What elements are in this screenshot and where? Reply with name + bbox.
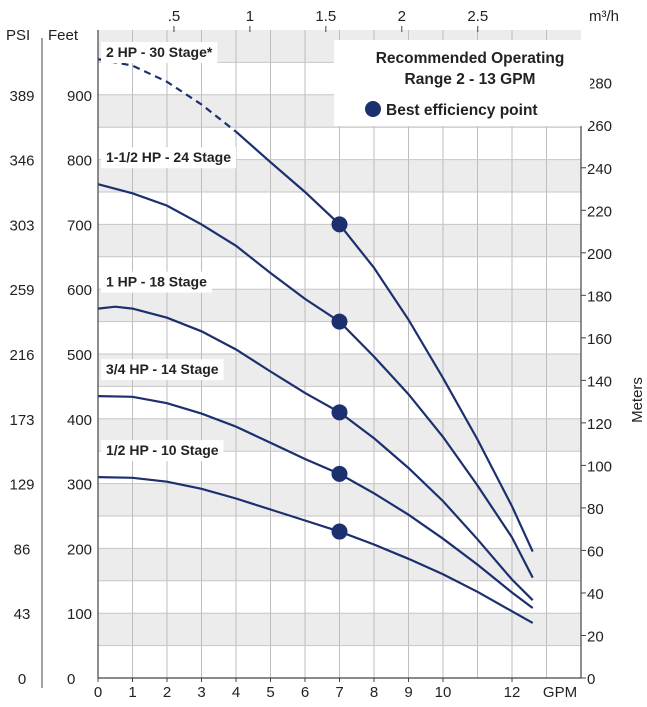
top-tick-label: 1 (246, 8, 254, 25)
series-label-text: 1/2 HP - 10 Stage (106, 442, 219, 458)
x-tick-label: 2 (163, 684, 171, 701)
series-labels: 2 HP - 30 Stage* 1-1/2 HP - 24 Stage 1 HP … (101, 42, 237, 462)
psi-axis-label: PSI (6, 27, 30, 44)
legend-title-line1: Recommended Operating (376, 50, 565, 67)
meters-tick-label: 220 (587, 203, 612, 220)
meters-tick-label: 40 (587, 586, 604, 603)
axis-tick-labels: 0 1 2 3 4 5 6 7 8 9 10 12 GPM.5 1 1.5 2 2.5 m³/h010020030… (6, 8, 646, 701)
x-tick-label: 5 (266, 684, 274, 701)
bep-marker (331, 313, 348, 330)
x-tick-label: 3 (197, 684, 205, 701)
feet-tick-label: 900 (67, 88, 92, 105)
psi-tick-label: 173 (9, 412, 34, 429)
feet-tick-label: 300 (67, 477, 92, 494)
series-label-background (101, 440, 224, 462)
curve (97, 476, 534, 624)
top-tick-label: 2 (398, 8, 406, 25)
legend: Recommended Operating Range 2 - 13 GPM B… (334, 40, 590, 126)
x-tick-label: 1 (128, 684, 136, 701)
psi-tick-label: 86 (14, 541, 31, 558)
x-tick-label: 7 (335, 684, 343, 701)
series-label: 1/2 HP - 10 Stage (101, 440, 224, 462)
series-label: 1-1/2 HP - 24 Stage (101, 147, 237, 169)
curve (97, 395, 534, 609)
feet-tick-label: 700 (67, 217, 92, 234)
psi-tick-label: 129 (9, 477, 34, 494)
curve-dashed (97, 58, 237, 133)
meters-tick-label: 200 (587, 246, 612, 263)
psi-tick-label: 389 (9, 88, 34, 105)
meters-tick-label: 240 (587, 161, 612, 178)
curve (235, 130, 534, 553)
meters-tick-label: 20 (587, 628, 604, 645)
feet-axis-label: Feet (48, 27, 79, 44)
bep-marker (331, 465, 348, 482)
top-axis-label: m³/h (589, 8, 619, 25)
meters-tick-label: 0 (587, 671, 595, 688)
feet-tick-label: 400 (67, 412, 92, 429)
feet-tick-label: 500 (67, 347, 92, 364)
series-label: 3/4 HP - 14 Stage (101, 359, 224, 381)
bep-marker (331, 523, 348, 540)
series-label-text: 2 HP - 30 Stage* (106, 44, 213, 60)
psi-tick-label: 216 (9, 347, 34, 364)
meters-tick-label: 260 (587, 118, 612, 135)
top-tick-label: .5 (168, 8, 181, 25)
series-label-background (101, 42, 218, 63)
meters-tick-label: 280 (587, 76, 612, 93)
x-tick-label: 12 (504, 684, 521, 701)
x-axis-label: GPM (543, 684, 577, 701)
meters-tick-label: 160 (587, 331, 612, 348)
grid-lines (98, 30, 581, 678)
curve (97, 305, 534, 601)
bep-marker (331, 404, 348, 421)
curve (97, 183, 534, 579)
legend-title-line2: Range 2 - 13 GPM (405, 71, 536, 88)
x-tick-label: 6 (301, 684, 309, 701)
series-label-background (101, 147, 237, 169)
top-tick-label: 1.5 (315, 8, 336, 25)
psi-tick-label: 43 (14, 606, 31, 623)
series-label: 1 HP - 18 Stage (101, 271, 212, 293)
meters-tick-label: 120 (587, 416, 612, 433)
x-tick-label: 0 (94, 684, 102, 701)
legend-bep-label: Best efficiency point (386, 102, 538, 119)
feet-tick-label: 100 (67, 606, 92, 623)
series-label-background (101, 271, 212, 293)
feet-tick-label: 800 (67, 153, 92, 170)
x-tick-label: 8 (370, 684, 378, 701)
meters-tick-label: 100 (587, 458, 612, 475)
meters-axis-label: Meters (629, 377, 646, 423)
series-label-text: 1 HP - 18 Stage (106, 274, 207, 290)
series-label-text: 1-1/2 HP - 24 Stage (106, 149, 231, 165)
psi-tick-label: 259 (9, 282, 34, 299)
feet-tick-label: 0 (67, 671, 75, 688)
top-tick-label: 2.5 (467, 8, 488, 25)
psi-tick-label: 0 (18, 671, 26, 688)
feet-tick-label: 200 (67, 541, 92, 558)
meters-tick-label: 180 (587, 288, 612, 305)
bep-marker (331, 216, 348, 233)
performance-curves (97, 58, 534, 624)
series-label: 2 HP - 30 Stage* (101, 42, 218, 63)
series-label-background (101, 359, 224, 381)
x-tick-label: 9 (404, 684, 412, 701)
meters-tick-label: 80 (587, 501, 604, 518)
x-tick-label: 10 (435, 684, 452, 701)
series-label-text: 3/4 HP - 14 Stage (106, 361, 219, 377)
meters-tick-label: 140 (587, 373, 612, 390)
legend-bep-marker (365, 101, 381, 117)
x-tick-label: 4 (232, 684, 240, 701)
axes (41, 26, 586, 688)
psi-tick-label: 303 (9, 217, 34, 234)
psi-tick-label: 346 (9, 153, 34, 170)
feet-tick-label: 600 (67, 282, 92, 299)
meters-tick-label: 60 (587, 543, 604, 560)
